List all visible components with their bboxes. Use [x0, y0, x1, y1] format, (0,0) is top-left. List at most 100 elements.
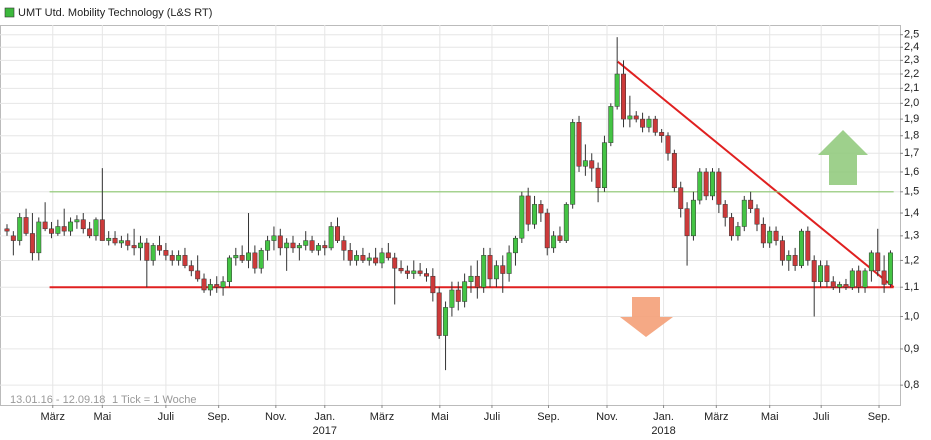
candle-body	[779, 240, 785, 261]
chart-title: UMT Utd. Mobility Technology (L&S RT)	[18, 7, 212, 19]
candle-body	[595, 167, 601, 188]
grid	[0, 25, 900, 405]
candle-body	[532, 204, 538, 225]
candle-body	[290, 242, 296, 249]
candle-body	[201, 278, 207, 291]
candle-body	[303, 240, 309, 246]
candle-body	[392, 257, 398, 269]
y-tick-label: 2,5	[904, 29, 919, 41]
candle-body	[468, 275, 474, 282]
candle-body	[411, 270, 417, 274]
candle-body	[512, 237, 518, 254]
candle-body	[443, 307, 449, 336]
down-arrow	[620, 297, 673, 337]
y-tick-label: 2,3	[904, 54, 919, 66]
candle-body	[55, 226, 61, 234]
y-tick-label: 2,2	[904, 68, 919, 80]
y-tick-label: 2,4	[904, 41, 919, 53]
candle-body	[856, 270, 862, 288]
candle-body	[824, 265, 830, 282]
x-tick-label: März	[370, 411, 394, 423]
candle-body	[703, 171, 709, 197]
y-tick-label: 0,9	[904, 343, 919, 355]
x-tick-label: Mai	[93, 411, 111, 423]
x-tick-label: März	[41, 411, 65, 423]
candle-body	[767, 230, 773, 244]
footnote-tick: 1 Tick = 1 Woche	[112, 394, 196, 406]
candles	[4, 37, 893, 371]
candle-body	[557, 235, 563, 241]
candle-body	[398, 267, 404, 272]
candle-body	[4, 228, 10, 232]
candle-body	[570, 122, 576, 205]
candle-body	[93, 219, 99, 237]
candle-body	[246, 252, 251, 261]
candle-body	[373, 257, 379, 264]
y-tick-label: 1,6	[904, 166, 919, 178]
candle-body	[112, 237, 118, 244]
candle-body	[106, 237, 112, 241]
candle-body	[150, 245, 156, 261]
candle-body	[455, 289, 461, 302]
candle-body	[296, 245, 302, 249]
candle-body	[710, 171, 715, 197]
candle-body	[131, 245, 137, 249]
y-tick-label: 1,0	[904, 310, 919, 322]
candle-body	[284, 242, 290, 249]
candle-body	[659, 132, 665, 136]
y-tick-label: 1,2	[904, 254, 919, 266]
x-tick-label: Nov.	[265, 411, 287, 423]
candle-body	[582, 160, 588, 167]
candle-body	[341, 240, 347, 251]
candle-body	[830, 281, 836, 288]
candle-body	[354, 255, 360, 261]
footnote-range: 13.01.16 - 12.09.18	[10, 394, 105, 406]
candle-body	[347, 250, 353, 261]
candle-body	[506, 252, 512, 274]
candle-body	[481, 255, 487, 288]
legend-swatch	[4, 7, 15, 18]
candle-body	[195, 270, 201, 280]
candle-body	[887, 252, 893, 285]
candle-body	[741, 199, 747, 227]
candle-body	[424, 273, 429, 277]
candle-body	[322, 245, 328, 249]
y-tick-label: 1,3	[904, 230, 919, 242]
candle-body	[157, 245, 163, 251]
candle-body	[716, 171, 722, 205]
candle-body	[678, 187, 684, 209]
candle-body	[87, 228, 93, 237]
candle-body	[430, 275, 436, 294]
candle-body	[125, 240, 131, 246]
candle-body	[404, 270, 410, 274]
candle-body	[309, 240, 315, 251]
candle-body	[169, 255, 175, 261]
candle-body	[474, 275, 480, 288]
candle-body	[551, 235, 557, 249]
candle-body	[214, 284, 220, 288]
candle-body	[137, 242, 143, 249]
x-tick-label: Mai	[431, 411, 449, 423]
candle-body	[226, 257, 232, 282]
candle-body	[601, 142, 607, 188]
candle-body	[487, 255, 493, 280]
candle-body	[118, 240, 124, 244]
candle-body	[544, 212, 550, 249]
trend-line	[617, 60, 895, 288]
candle-body	[589, 160, 595, 169]
candle-body	[49, 228, 54, 234]
candle-body	[868, 252, 874, 272]
x-tick-label: Sep.	[537, 411, 560, 423]
candle-body	[10, 235, 16, 241]
x-tick-label: Juli	[484, 411, 501, 423]
x-tick-label: März	[704, 411, 728, 423]
candle-body	[176, 255, 182, 261]
candle-body	[799, 230, 804, 266]
candle-body	[563, 204, 569, 241]
candle-body	[449, 289, 455, 308]
candle-body	[837, 284, 843, 288]
candle-body	[773, 230, 779, 241]
plot-area	[0, 25, 901, 406]
candle-body	[207, 284, 213, 291]
